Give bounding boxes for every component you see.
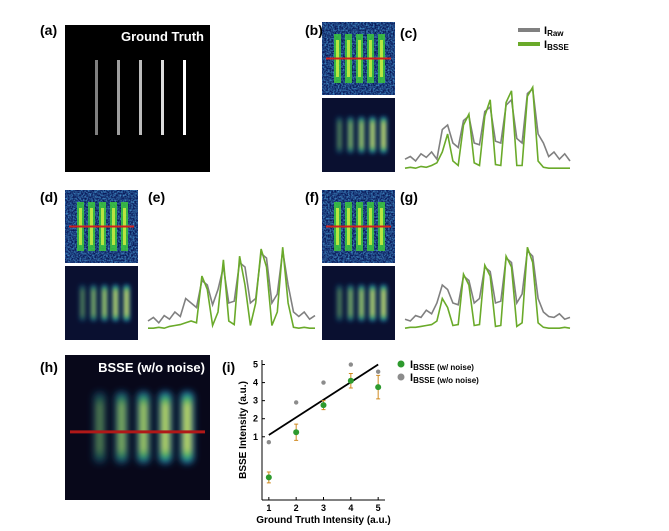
point [347, 377, 354, 384]
y-tick-label: 2 [253, 414, 258, 424]
legend-label: IBSSE (w/ noise) [410, 359, 474, 372]
bar-core [103, 290, 106, 316]
panel-label: (b) [305, 22, 323, 38]
panel-label: (e) [148, 189, 165, 205]
panel-label: (c) [400, 25, 417, 41]
legend-name: I [544, 39, 547, 51]
bar-stripe [139, 60, 142, 135]
profile-curve [404, 87, 571, 163]
bar-core [371, 122, 374, 148]
bar-core [382, 122, 385, 148]
bars [336, 284, 387, 322]
legend-name: I [410, 359, 413, 371]
point [293, 429, 300, 436]
point [265, 474, 272, 481]
bar-core [338, 290, 341, 316]
bar-stripe [95, 60, 98, 135]
fit-line [268, 363, 379, 436]
legend-marker [397, 373, 405, 381]
bar-core [360, 290, 363, 316]
point [266, 439, 272, 445]
point [348, 362, 354, 367]
legend-name: I [544, 25, 547, 37]
bar-core [349, 290, 352, 316]
x-tick-label: 3 [321, 503, 326, 513]
profile-curve [148, 247, 315, 330]
bar-core [371, 290, 374, 316]
bar-core [81, 290, 84, 316]
legend-sub: BSSE (w/ noise) [413, 363, 474, 372]
image-title: BSSE (w/o noise) [98, 360, 205, 375]
legend-label: IRaw [544, 25, 564, 38]
x-axis-label: Ground Truth Intensity (a.u.) [256, 515, 390, 526]
y-tick-label: 5 [253, 360, 258, 370]
bar-core [338, 122, 341, 148]
y-tick-label: 1 [253, 432, 258, 442]
legend-label: IBSSE [544, 39, 570, 52]
legend-sub: BSSE [547, 43, 569, 52]
image-title: Ground Truth [121, 29, 204, 44]
point [375, 369, 381, 374]
bar-core [92, 290, 95, 316]
bars [92, 391, 195, 464]
bar-core [97, 402, 102, 453]
bar-stripe [117, 60, 120, 135]
legend-marker [397, 360, 405, 368]
panel-label: (d) [40, 189, 58, 205]
point [375, 384, 382, 391]
bar-core [349, 122, 352, 148]
bar-core [141, 402, 146, 453]
panel-label: (f) [305, 189, 319, 205]
legend-name: I [410, 372, 413, 384]
bar-core [163, 402, 168, 453]
image-bg [65, 25, 210, 172]
legend-label: IBSSE (w/o noise) [410, 372, 479, 385]
profile-curve [404, 84, 570, 170]
bars [79, 284, 130, 322]
panel-label: (h) [40, 359, 58, 375]
bar-core [114, 290, 117, 316]
point [321, 380, 326, 385]
x-tick-label: 4 [348, 503, 353, 513]
bars [336, 116, 387, 154]
bar-stripe [161, 60, 164, 135]
bar-core [119, 402, 124, 453]
x-tick-label: 1 [266, 503, 271, 513]
x-tick-label: 2 [294, 503, 299, 513]
panel-label: (g) [400, 189, 418, 205]
x-tick-label: 5 [376, 503, 381, 513]
point [293, 400, 299, 405]
profile-curve [404, 249, 571, 322]
legend-sub: BSSE (w/o noise) [413, 376, 479, 385]
bar-stripe [183, 60, 186, 135]
profile-curve [404, 246, 571, 329]
y-tick-label: 3 [253, 396, 258, 406]
bar-core [360, 122, 363, 148]
y-tick-label: 4 [253, 378, 258, 388]
panel-label: (a) [40, 22, 57, 38]
profile-curve [147, 250, 316, 325]
point [320, 402, 327, 409]
bar-core [382, 290, 385, 316]
panel-label: (i) [222, 359, 235, 375]
bar-core [185, 402, 190, 453]
bar-core [125, 290, 128, 316]
legend-sub: Raw [547, 29, 564, 38]
y-axis-label: BSSE Intensity (a.u.) [238, 381, 249, 479]
